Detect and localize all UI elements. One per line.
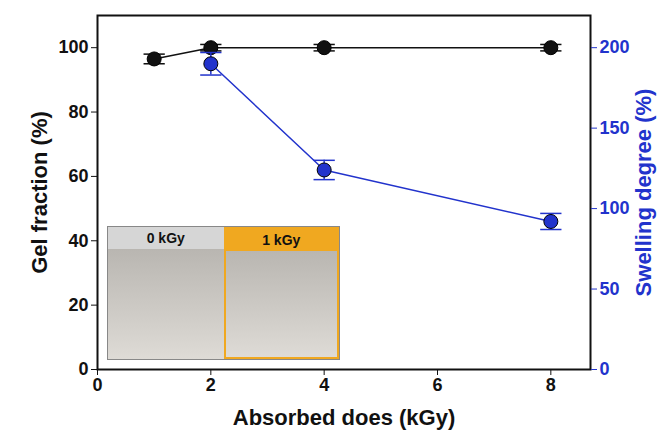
svg-text:0: 0 (78, 359, 88, 379)
svg-text:40: 40 (68, 231, 88, 251)
svg-text:100: 100 (58, 37, 88, 57)
svg-text:20: 20 (68, 295, 88, 315)
svg-text:4: 4 (319, 375, 329, 395)
svg-text:0: 0 (92, 375, 102, 395)
svg-text:8: 8 (546, 375, 556, 395)
svg-text:0: 0 (600, 359, 610, 379)
html-text:0 kGy: 0 kGy (146, 230, 185, 246)
svg-text:2: 2 (206, 375, 216, 395)
svg-text:50: 50 (600, 279, 620, 299)
svg-text:Absorbed does (kGy): Absorbed does (kGy) (233, 405, 455, 430)
svg-text:200: 200 (600, 37, 630, 57)
html-text:1 kGy: 1 kGy (262, 232, 301, 248)
svg-text:80: 80 (68, 102, 88, 122)
svg-text:150: 150 (600, 118, 630, 138)
svg-text:100: 100 (600, 198, 630, 218)
svg-text:Swelling degree (%): Swelling degree (%) (631, 89, 656, 297)
svg-text:Gel fraction (%): Gel fraction (%) (27, 111, 52, 274)
svg-text:6: 6 (432, 375, 442, 395)
svg-text:60: 60 (68, 166, 88, 186)
